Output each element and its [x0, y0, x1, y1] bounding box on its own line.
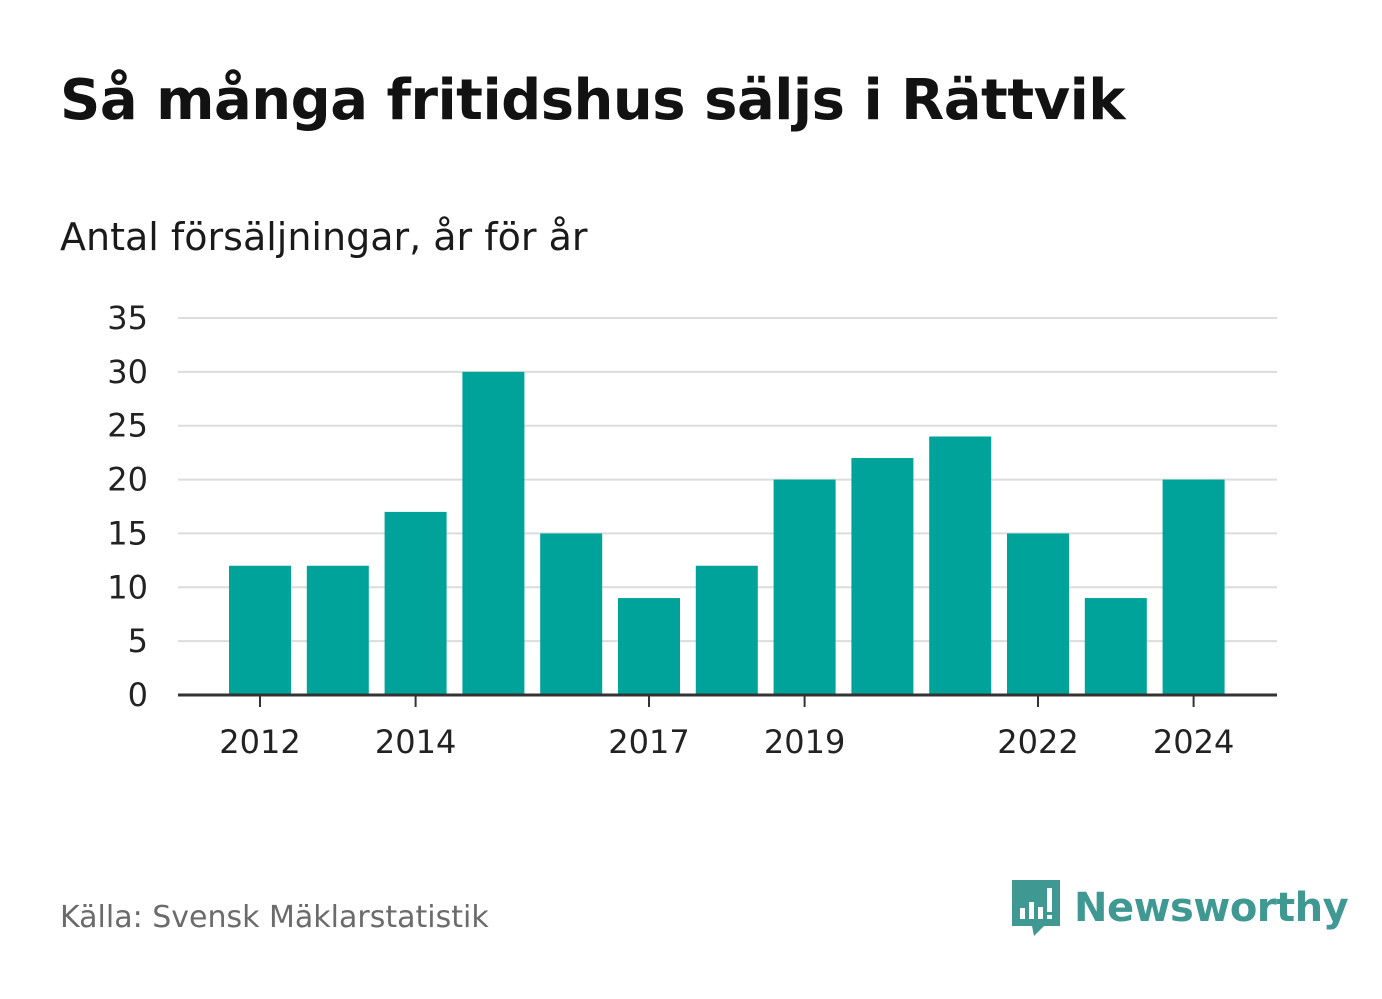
x-tick-label: 2019 — [764, 723, 845, 761]
brand-name: Newsworthy — [1074, 885, 1349, 931]
x-axis-ticks: 2012 2014 2017 2019 2022 2024 — [219, 695, 1234, 761]
bar-2018 — [695, 565, 758, 695]
newsworthy-logo-icon — [1012, 880, 1060, 936]
bar-2015 — [462, 371, 525, 695]
bar-2012 — [229, 565, 291, 695]
y-tick-label: 10 — [107, 568, 148, 606]
y-tick-label: 30 — [107, 353, 148, 391]
bar-2022 — [1007, 533, 1069, 695]
x-tick-label: 2017 — [608, 723, 689, 761]
bar-2020 — [851, 458, 914, 695]
y-tick-label: 20 — [107, 461, 148, 499]
bar-chart: 0 5 10 15 20 25 30 35 2012 2014 2017 2019 2022 2024 — [107, 299, 1277, 761]
bar-2013 — [306, 565, 369, 695]
y-tick-label: 25 — [107, 407, 148, 445]
y-tick-label: 5 — [128, 622, 148, 660]
chart-title: Så många fritidshus säljs i Rättvik — [60, 68, 1126, 133]
brand-logo[interactable]: Newsworthy — [1010, 878, 1349, 938]
x-tick-label: 2012 — [219, 723, 300, 761]
x-tick-label: 2024 — [1153, 723, 1234, 761]
y-axis-ticks: 0 5 10 15 20 25 30 35 — [107, 299, 148, 714]
x-tick-label: 2022 — [997, 723, 1078, 761]
bar-2017 — [618, 598, 680, 695]
bar-2023 — [1084, 598, 1147, 695]
chart-subtitle: Antal försäljningar, år för år — [60, 215, 588, 259]
bar-2024 — [1162, 479, 1225, 695]
bars — [229, 371, 1225, 695]
x-tick-label: 2014 — [375, 723, 456, 761]
bar-2014 — [384, 511, 447, 695]
source-note: Källa: Svensk Mäklarstatistik — [60, 900, 489, 935]
y-tick-label: 15 — [107, 514, 148, 552]
bar-2016 — [540, 533, 603, 695]
y-tick-label: 35 — [107, 299, 148, 337]
y-tick-label: 0 — [128, 676, 148, 714]
bar-2019 — [773, 479, 836, 695]
bar-2021 — [929, 436, 992, 695]
